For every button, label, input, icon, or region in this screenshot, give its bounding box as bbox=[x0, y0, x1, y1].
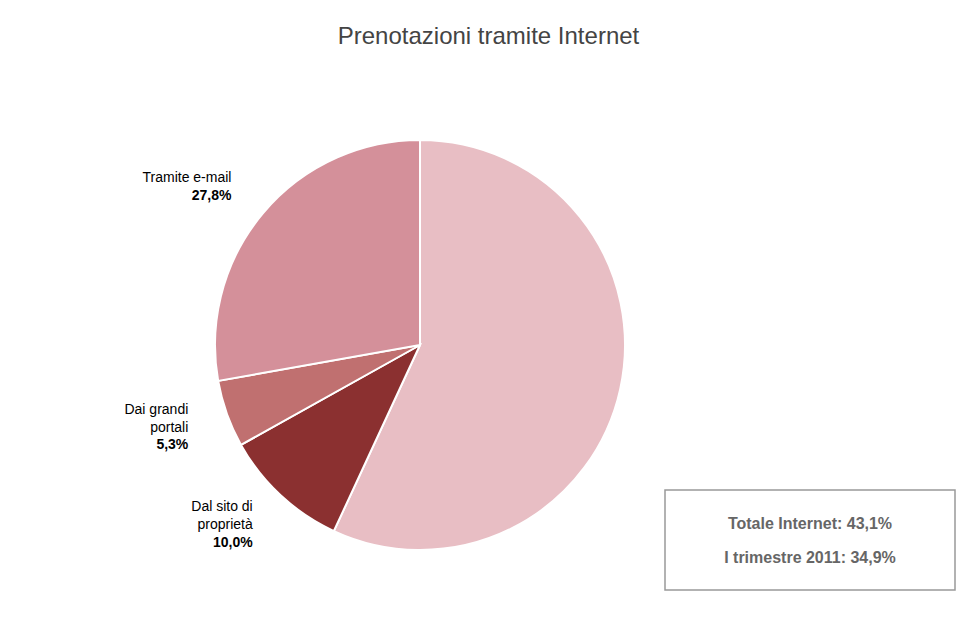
slice-label: Dal sito di proprietà bbox=[191, 498, 253, 532]
pie bbox=[215, 140, 625, 550]
data-label: 5,3% bbox=[156, 436, 188, 452]
annotation-frame bbox=[665, 490, 955, 590]
slice bbox=[215, 140, 420, 381]
slice-label: Tramite e-mail bbox=[143, 169, 232, 185]
annotation-box: Totale Internet: 43,1% I trimestre 2011: … bbox=[665, 490, 955, 590]
slice-label-line: Dai grandi bbox=[124, 400, 188, 416]
slice-label-line: Dal sito di bbox=[191, 498, 252, 514]
slice-label-line: proprietà bbox=[197, 516, 252, 532]
labels: Dal sito di proprietà 10,0% Dai grandi porta… bbox=[124, 169, 253, 550]
slice-label-line: portali bbox=[150, 418, 188, 434]
data-label: 10,0% bbox=[213, 534, 253, 550]
slice-label: Dai grandi portali bbox=[124, 400, 188, 434]
annotation: I trimestre 2011: 34,9% bbox=[724, 549, 896, 566]
chart: Prenotazioni tramite Internet Dal sito di… bbox=[0, 0, 977, 639]
slice-label-line: Tramite e-mail bbox=[143, 169, 232, 185]
title: Prenotazioni tramite Internet bbox=[338, 22, 640, 49]
data-label: 27,8% bbox=[192, 187, 232, 203]
annotation: Totale Internet: 43,1% bbox=[728, 515, 892, 532]
slices bbox=[215, 140, 625, 550]
